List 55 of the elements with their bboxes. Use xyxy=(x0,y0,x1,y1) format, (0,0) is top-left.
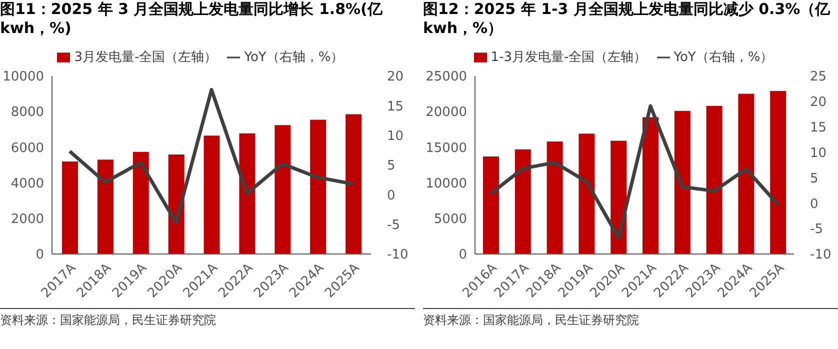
text: 资料来源：国家能源局，民生证券研究院 xyxy=(423,308,838,329)
y2-tick-label: -10 xyxy=(810,248,832,263)
y2-tick-label: 10 xyxy=(387,128,404,144)
y2-tick-label: 0 xyxy=(387,188,396,204)
legend-label: YoY（右轴，%） xyxy=(674,50,774,65)
bar xyxy=(514,149,531,254)
bar xyxy=(770,90,786,254)
y-tick-label: 15000 xyxy=(426,140,467,156)
bar xyxy=(674,110,690,254)
line-series xyxy=(489,104,780,240)
bar xyxy=(483,156,499,254)
bar xyxy=(274,125,291,254)
y2-tick-label: -10 xyxy=(387,248,408,263)
y-tick-label: 4000 xyxy=(10,176,44,192)
y-tick-label: 20000 xyxy=(426,105,467,120)
bar xyxy=(97,160,114,254)
legend-label: 1-3月发电量-全国（左轴） xyxy=(490,50,647,65)
y2-tick-label: -5 xyxy=(810,222,823,238)
y-tick-label: 8000 xyxy=(10,105,44,120)
bar xyxy=(578,134,595,254)
y-tick-label: 6000 xyxy=(10,140,44,156)
y-tick-label: 25000 xyxy=(426,70,467,85)
bar xyxy=(738,94,754,254)
bar xyxy=(346,114,362,254)
y-tick-label: 0 xyxy=(458,248,467,263)
y2-tick-label: 25 xyxy=(810,70,827,85)
bar xyxy=(204,136,220,254)
y2-tick-label: 0 xyxy=(810,196,818,212)
y2-tick-label: 5 xyxy=(387,158,396,174)
chart-title: 图11：2025 年 3 月全国规上发电量同比增长 1.8%(亿 kwh，%) xyxy=(0,0,384,39)
bar xyxy=(610,140,627,254)
y-tick-label: 10000 xyxy=(2,70,44,85)
y2-tick-label: 15 xyxy=(810,120,827,136)
y2-tick-label: 10 xyxy=(810,146,827,161)
bar xyxy=(642,117,658,254)
bar xyxy=(546,142,563,254)
y2-tick-label: 5 xyxy=(810,171,818,186)
bar xyxy=(310,120,326,254)
y2-tick-label: -5 xyxy=(387,218,400,233)
bar xyxy=(62,161,78,254)
legend-label: 3月发电量-全国（左轴） xyxy=(74,50,218,65)
y2-tick-label: 15 xyxy=(387,99,404,114)
legend-label: YoY（右轴，%） xyxy=(244,50,344,65)
text: 资料来源：国家能源局，民生证券研究院 xyxy=(0,308,415,329)
y-tick-label: 5000 xyxy=(434,212,467,228)
y2-tick-label: 20 xyxy=(387,70,404,85)
bar xyxy=(132,152,149,254)
chart-title: 图12：2025 年 1-3 月全国规上发电量同比减少 0.3%（亿 kwh，%） xyxy=(423,0,832,39)
y-tick-label: 0 xyxy=(36,248,44,263)
y2-tick-label: 20 xyxy=(810,95,827,110)
bar xyxy=(239,133,256,254)
y-tick-label: 2000 xyxy=(10,212,44,228)
line-series xyxy=(68,88,356,224)
y-tick-label: 10000 xyxy=(426,176,467,192)
bar xyxy=(706,106,722,254)
